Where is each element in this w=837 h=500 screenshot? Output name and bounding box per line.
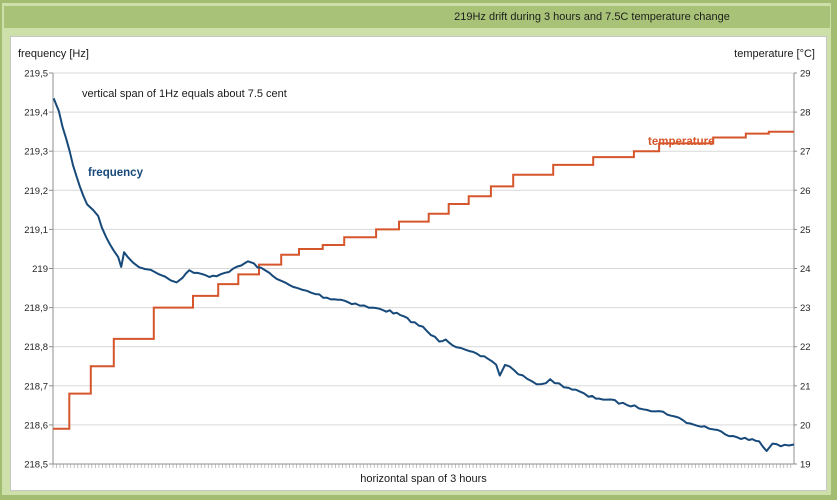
- right-tick-label: 22: [800, 342, 811, 353]
- left-tick-label: 218,8: [24, 342, 48, 353]
- right-tick-label: 24: [800, 264, 811, 275]
- chart-annotation: vertical span of 1Hz equals about 7.5 ce…: [82, 88, 287, 100]
- left-tick-label: 219,3: [24, 147, 48, 158]
- right-tick-label: 29: [800, 69, 811, 80]
- temperature-line: [53, 130, 794, 430]
- x-axis-label: horizontal span of 3 hours: [360, 473, 487, 485]
- chart-panel: 219,5 219,4 219,3 219,2 219,1 219 218,9 218,8 21…: [10, 36, 827, 491]
- left-tick-label: 219: [32, 264, 48, 275]
- left-tick-label: 218,6: [24, 420, 48, 431]
- chart-title: 219Hz drift during 3 hours and 7.5C temp…: [454, 11, 730, 23]
- frequency-line: [52, 98, 795, 452]
- temperature-series-label: temperature: [648, 136, 715, 148]
- chart-title-bar: 219Hz drift during 3 hours and 7.5C temp…: [4, 6, 830, 28]
- right-tick-label: 20: [800, 420, 811, 431]
- left-axis-title: frequency [Hz]: [18, 48, 89, 60]
- plot-area: 219,5 219,4 219,3 219,2 219,1 219 218,9 218,8 21…: [24, 69, 811, 471]
- right-axis-title: temperature [°C]: [734, 48, 815, 60]
- frequency-series-label: frequency: [88, 167, 143, 179]
- left-tick-label: 218,5: [24, 460, 48, 471]
- left-tick-label: 219,1: [24, 225, 48, 236]
- right-tick-label: 19: [800, 460, 811, 471]
- left-tick-label: 219,4: [24, 108, 48, 119]
- right-tick-label: 28: [800, 108, 811, 119]
- right-tick-label: 26: [800, 186, 811, 197]
- right-tick-label: 23: [800, 303, 811, 314]
- left-tick-label: 218,7: [24, 381, 48, 392]
- left-tick-label: 219,5: [24, 69, 48, 80]
- right-tick-label: 21: [800, 381, 811, 392]
- right-tick-label: 27: [800, 147, 811, 158]
- right-tick-label: 25: [800, 225, 811, 236]
- left-tick-label: 219,2: [24, 186, 48, 197]
- left-tick-label: 218,9: [24, 303, 48, 314]
